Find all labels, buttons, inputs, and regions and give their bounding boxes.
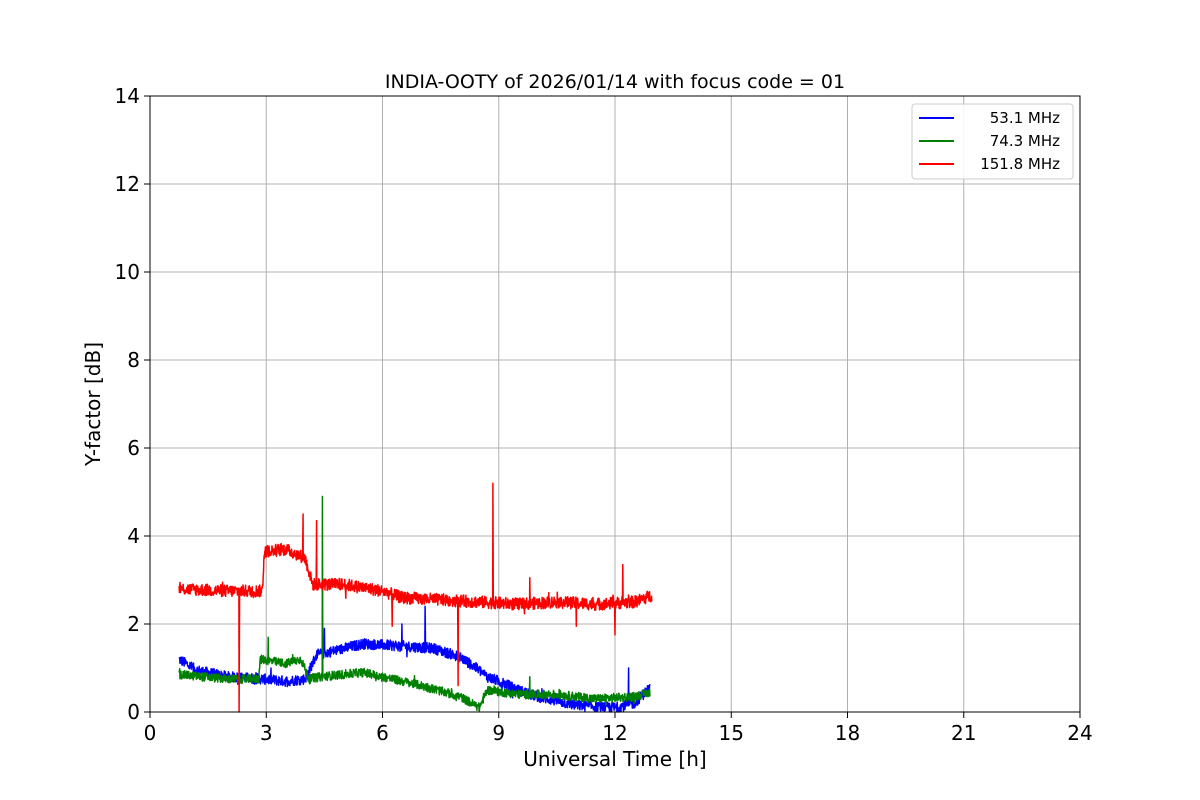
y-tick-label: 2 [127,612,140,636]
y-tick-label: 0 [127,700,140,724]
series-line [178,495,651,712]
y-axis: 0 2 4 6 8 10 12 14 [115,84,150,724]
y-tick-label: 6 [127,436,140,460]
y-axis-label: Y-factor [dB] [81,342,105,467]
x-tick-label: 18 [835,721,860,745]
legend-label: 74.3 MHz [990,132,1060,150]
x-axis: 0 3 6 9 12 15 18 21 24 [144,712,1093,745]
grid [150,96,1080,712]
x-tick-label: 0 [144,721,157,745]
y-tick-label: 12 [115,172,140,196]
y-tick-label: 14 [115,84,140,108]
x-axis-label: Universal Time [h] [523,747,706,771]
x-tick-label: 15 [719,721,744,745]
x-tick-label: 3 [260,721,273,745]
y-tick-label: 10 [115,260,140,284]
series-line [178,605,651,713]
series-line [178,482,653,713]
y-tick-label: 4 [127,524,140,548]
x-tick-label: 21 [951,721,976,745]
x-tick-label: 6 [376,721,389,745]
chart-title: INDIA-OOTY of 2026/01/14 with focus code… [385,71,845,93]
x-tick-label: 12 [602,721,627,745]
series-layer [178,482,653,713]
legend-label: 53.1 MHz [990,109,1060,127]
legend-label: 151.8 MHz [980,155,1060,173]
y-tick-label: 8 [127,348,140,372]
legend: 53.1 MHz 74.3 MHz 151.8 MHz [911,103,1074,180]
x-tick-label: 9 [492,721,505,745]
legend-box [911,103,1074,180]
x-tick-label: 24 [1067,721,1092,745]
